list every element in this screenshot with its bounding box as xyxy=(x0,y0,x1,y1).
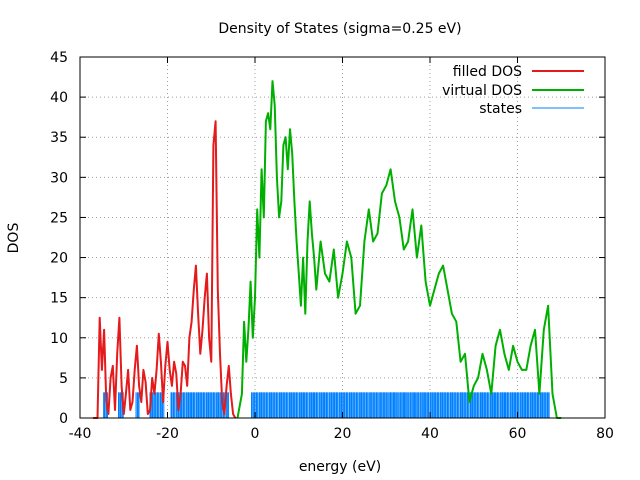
filled-dos-line xyxy=(93,120,237,419)
y-tick-label: 25 xyxy=(50,210,68,226)
legend-label-virtual-dos: virtual DOS xyxy=(442,83,522,99)
x-axis-title: energy (eV) xyxy=(299,459,381,475)
series-filled-dos xyxy=(93,120,237,419)
x-tick-label: 20 xyxy=(334,426,352,442)
x-tick-label: 0 xyxy=(251,426,260,442)
x-tick-label: 80 xyxy=(596,426,614,442)
legend-label-filled-dos: filled DOS xyxy=(453,64,522,80)
series-virtual-dos xyxy=(236,80,562,419)
y-tick-label: 40 xyxy=(50,90,68,106)
virtual-dos-line xyxy=(236,80,562,419)
y-tick-label: 20 xyxy=(50,251,68,267)
ticks: -40 -20 0 20 40 60 80 0 5 10 15 20 25 30 35 40 45 xyxy=(50,50,614,442)
grid xyxy=(80,57,605,418)
legend: filled DOS virtual DOS states xyxy=(442,64,584,117)
y-tick-label: 5 xyxy=(59,371,68,387)
y-tick-label: 35 xyxy=(50,130,68,146)
x-tick-label: -40 xyxy=(69,426,92,442)
legend-label-states: states xyxy=(479,101,522,117)
chart-title: Density of States (sigma=0.25 eV) xyxy=(218,21,461,37)
y-tick-label: 10 xyxy=(50,331,68,347)
x-tick-label: 60 xyxy=(509,426,527,442)
series-states xyxy=(103,392,550,418)
x-tick-label: -20 xyxy=(156,426,179,442)
x-tick-label: 40 xyxy=(421,426,439,442)
y-tick-label: 45 xyxy=(50,50,68,66)
y-axis-title: DOS xyxy=(6,223,22,254)
y-tick-label: 15 xyxy=(50,291,68,307)
y-tick-label: 30 xyxy=(50,170,68,186)
y-tick-label: 0 xyxy=(59,411,68,427)
